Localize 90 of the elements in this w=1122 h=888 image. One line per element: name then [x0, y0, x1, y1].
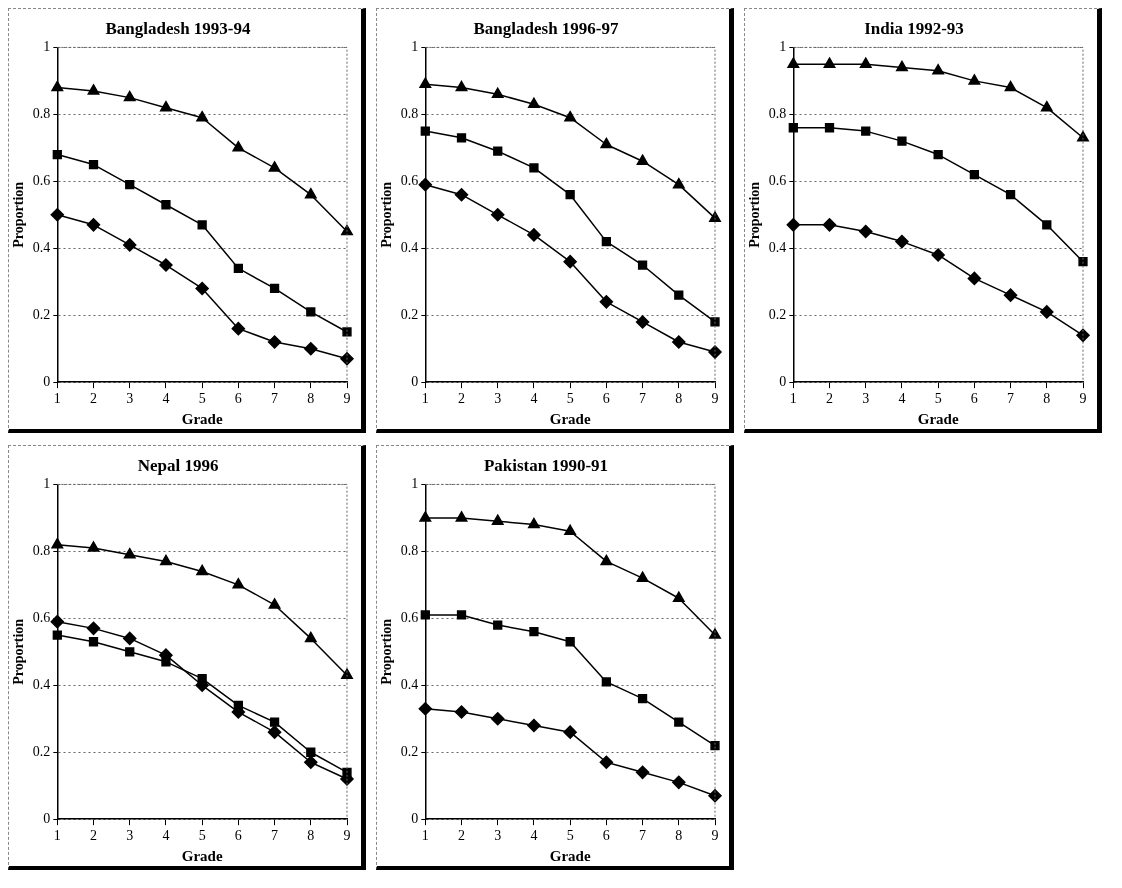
- y-tick-label: 1: [779, 39, 787, 55]
- x-axis-title: Grade: [917, 410, 959, 427]
- chart-title: Bangladesh 1993-94: [105, 18, 251, 38]
- y-tick-label: 0.2: [768, 306, 787, 322]
- x-tick-label: 9: [343, 391, 351, 407]
- x-tick-label: 8: [675, 391, 683, 407]
- x-tick-label: 2: [826, 391, 834, 407]
- y-tick-label: 0: [411, 810, 419, 826]
- x-tick-label: 7: [271, 391, 279, 407]
- x-tick-label: 5: [198, 828, 206, 844]
- y-axis-title: Proportion: [11, 181, 27, 248]
- x-tick-label: 9: [1079, 391, 1087, 407]
- x-tick-label: 1: [53, 391, 61, 407]
- x-tick-label: 5: [198, 391, 206, 407]
- x-tick-label: 6: [234, 828, 242, 844]
- y-tick-label: 0.2: [400, 743, 419, 759]
- y-tick-label: 0.6: [32, 609, 51, 625]
- x-tick-label: 3: [494, 391, 502, 407]
- x-axis-title: Grade: [181, 847, 223, 864]
- x-tick-label: 3: [494, 828, 502, 844]
- y-tick-label: 1: [43, 39, 51, 55]
- x-tick-label: 4: [898, 391, 906, 407]
- y-tick-label: 0.2: [32, 306, 51, 322]
- x-axis-title: Grade: [549, 410, 591, 427]
- y-tick-label: 0.8: [400, 106, 419, 122]
- x-tick-label: 8: [307, 828, 315, 844]
- y-tick-label: 0.4: [32, 676, 51, 692]
- x-tick-label: 5: [566, 391, 574, 407]
- x-tick-label: 9: [711, 828, 719, 844]
- y-tick-label: 1: [43, 476, 51, 492]
- x-tick-label: 6: [602, 391, 610, 407]
- y-axis-title: Proportion: [747, 181, 763, 248]
- y-tick-label: 0: [779, 373, 787, 389]
- x-tick-label: 8: [307, 391, 315, 407]
- y-tick-label: 0: [411, 373, 419, 389]
- y-tick-label: 0.6: [768, 172, 787, 188]
- y-axis-title: Proportion: [11, 618, 27, 685]
- x-tick-label: 5: [934, 391, 942, 407]
- chart-title: India 1992-93: [864, 18, 964, 38]
- y-tick-label: 0.8: [400, 543, 419, 559]
- x-tick-label: 4: [162, 391, 170, 407]
- x-tick-label: 4: [530, 391, 538, 407]
- y-tick-label: 0.4: [400, 676, 419, 692]
- y-tick-label: 0: [43, 373, 51, 389]
- chart-title: Bangladesh 1996-97: [473, 18, 619, 38]
- y-tick-label: 0.6: [32, 172, 51, 188]
- y-tick-label: 0: [43, 810, 51, 826]
- chart-title: Nepal 1996: [137, 455, 219, 475]
- x-tick-label: 3: [126, 828, 134, 844]
- y-tick-label: 0.4: [32, 239, 51, 255]
- y-tick-label: 0.6: [400, 609, 419, 625]
- x-tick-label: 1: [421, 391, 429, 407]
- x-tick-label: 5: [566, 828, 574, 844]
- y-tick-label: 1: [411, 39, 419, 55]
- y-tick-label: 0.8: [32, 106, 51, 122]
- y-tick-label: 1: [411, 476, 419, 492]
- y-tick-label: 0.8: [768, 106, 787, 122]
- x-tick-label: 6: [234, 391, 242, 407]
- y-axis-title: Proportion: [379, 181, 395, 248]
- x-tick-label: 2: [458, 828, 466, 844]
- x-tick-label: 2: [90, 828, 98, 844]
- y-tick-label: 0.2: [32, 743, 51, 759]
- x-tick-label: 1: [421, 828, 429, 844]
- x-tick-label: 8: [675, 828, 683, 844]
- y-tick-label: 0.4: [400, 239, 419, 255]
- y-tick-label: 0.2: [400, 306, 419, 322]
- x-axis-title: Grade: [549, 847, 591, 864]
- y-axis-title: Proportion: [379, 618, 395, 685]
- x-tick-label: 8: [1043, 391, 1051, 407]
- x-tick-label: 1: [53, 828, 61, 844]
- x-tick-label: 3: [862, 391, 870, 407]
- x-tick-label: 7: [639, 828, 647, 844]
- x-tick-label: 9: [343, 828, 351, 844]
- x-tick-label: 4: [530, 828, 538, 844]
- x-tick-label: 7: [271, 828, 279, 844]
- y-tick-label: 0.6: [400, 172, 419, 188]
- x-axis-title: Grade: [181, 410, 223, 427]
- x-tick-label: 7: [639, 391, 647, 407]
- x-tick-label: 2: [90, 391, 98, 407]
- x-tick-label: 2: [458, 391, 466, 407]
- x-tick-label: 6: [602, 828, 610, 844]
- x-tick-label: 9: [711, 391, 719, 407]
- x-tick-label: 4: [162, 828, 170, 844]
- x-tick-label: 3: [126, 391, 134, 407]
- chart-title: Pakistan 1990-91: [483, 455, 609, 475]
- y-tick-label: 0.8: [32, 543, 51, 559]
- y-tick-label: 0.4: [768, 239, 787, 255]
- x-tick-label: 1: [789, 391, 797, 407]
- x-tick-label: 7: [1007, 391, 1015, 407]
- x-tick-label: 6: [970, 391, 978, 407]
